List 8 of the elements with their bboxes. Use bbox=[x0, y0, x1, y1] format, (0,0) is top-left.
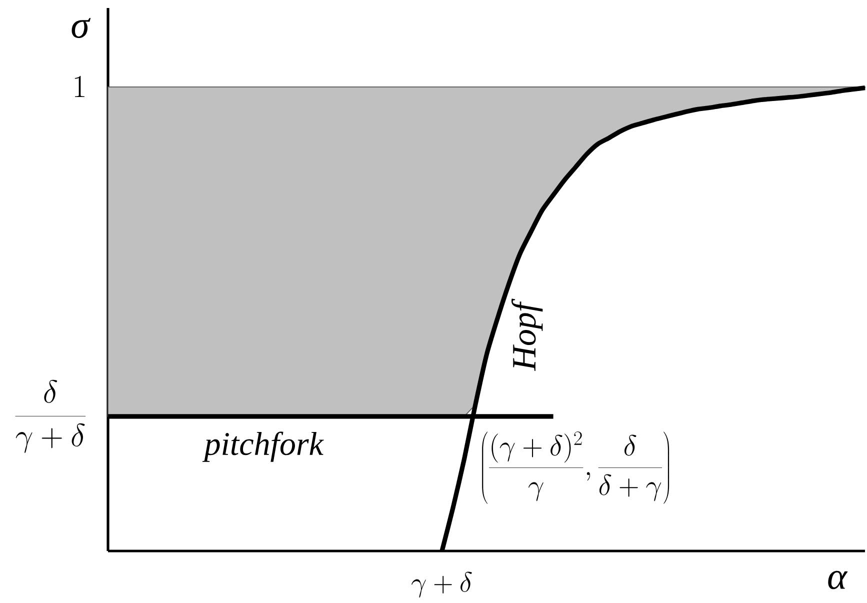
y-axis-title: σ bbox=[72, 18, 91, 38]
text: Hopf bbox=[511, 298, 543, 371]
text: $1$ bbox=[74, 76, 84, 98]
series-label: pitchfork bbox=[202, 432, 324, 462]
text: $\frac{\delta}{\gamma+\delta}$ bbox=[15, 380, 86, 453]
text: $\gamma+\delta$ bbox=[412, 572, 472, 598]
x-axis-title: α bbox=[828, 570, 848, 590]
annotation: $\left(\frac{(\gamma+\delta)^2}{\gamma},\frac{\delta}{\delta+\gamma}\right)$ bbox=[482, 431, 670, 504]
